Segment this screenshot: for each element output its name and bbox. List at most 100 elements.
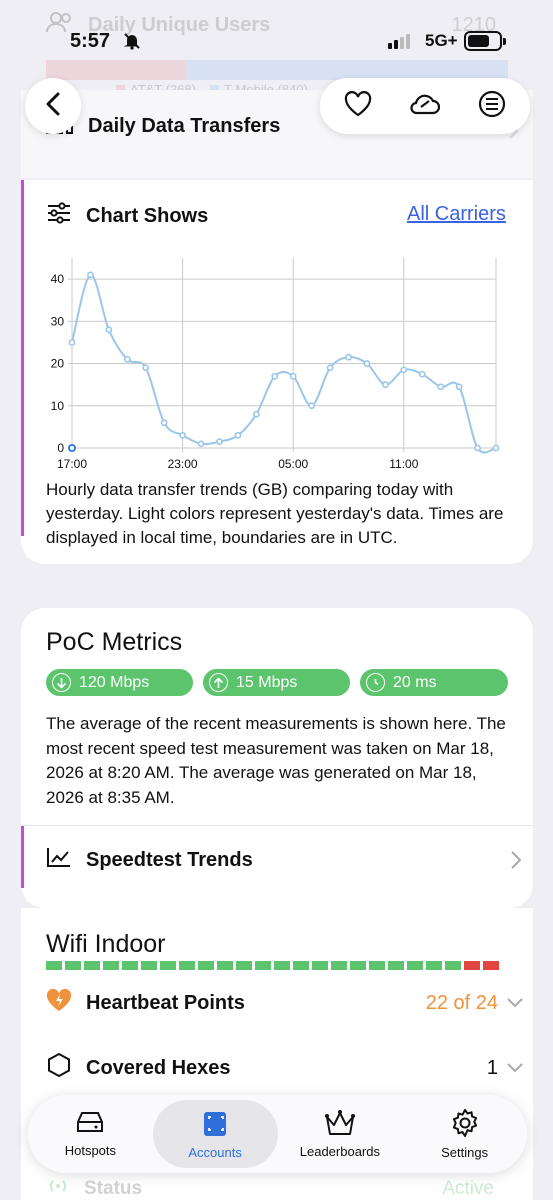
data-point [216,438,223,446]
data-point [87,271,94,279]
heartbeat-segment [236,961,252,970]
upload-icon [209,673,228,692]
status-row: Status Active [46,1176,524,1200]
chart-caption: Hourly data transfer trends (GB) compari… [46,480,504,547]
list-icon[interactable] [478,90,506,123]
heartbeat-segment [84,961,100,970]
data-point [197,440,205,448]
download-pill: 120 Mbps [46,669,193,696]
download-value: 120 Mbps [79,673,150,691]
tab-label: Settings [441,1145,489,1160]
x-tick-label: 05:00 [278,457,308,471]
tab-bar: Hotspots Accounts Leaderboards Settings [28,1095,527,1173]
data-point [68,339,76,346]
y-tick-label: 40 [51,272,65,286]
x-tick-label: 11:00 [389,457,418,471]
data-point [234,431,242,439]
wifi-title: Wifi Indoor [46,930,166,958]
data-point [252,410,260,418]
tab-accounts[interactable]: Accounts [152,1100,278,1168]
speedtest-trends-row[interactable]: Speedtest Trends [46,846,253,874]
chevron-right-icon [510,850,522,875]
heart-icon[interactable] [344,90,372,122]
gear-icon [450,1108,480,1141]
poc-title: PoC Metrics [46,628,183,656]
tab-label: Leaderboards [299,1144,380,1159]
data-point [474,444,481,452]
crown-icon [323,1109,357,1140]
tab-settings[interactable]: Settings [402,1100,527,1168]
chevron-left-icon [45,92,61,121]
hexes-label: Covered Hexes [86,1056,231,1079]
data-point [437,383,445,391]
action-toolbar [320,78,530,134]
all-carriers-link[interactable]: All Carriers [407,203,506,225]
tab-leaderboards[interactable]: Leaderboards [278,1100,403,1168]
timer-icon [366,673,385,692]
upload-value: 15 Mbps [236,673,298,691]
wallet-icon [202,1108,228,1141]
poc-metrics-card [21,608,533,908]
heartbeat-label: Heartbeat Points [86,991,245,1014]
covered-hexes-row[interactable]: Covered Hexes 1 [46,1052,524,1084]
heartbeat-segment [46,961,62,970]
sliders-icon [46,202,72,230]
speedtest-trends-label: Speedtest Trends [86,848,253,871]
divider [21,825,533,826]
heartbeat-points-row[interactable]: Heartbeat Points 22 of 24 [46,988,524,1018]
data-point [400,366,408,374]
x-tick-label: 23:00 [168,457,198,471]
heartbeat-value: 22 of 24 [425,991,498,1014]
bell-muted-icon [123,32,141,55]
daily-data-transfers-row[interactable]: Daily Data Transfers [46,112,280,140]
ghost-title: Daily Unique Users [88,13,271,36]
hotspot-device-icon [74,1110,106,1139]
upload-pill: 15 Mbps [203,669,350,696]
carrier-share-bar [46,60,508,80]
heartbeat-segment [483,961,499,970]
tab-hotspots[interactable]: Hotspots [28,1100,153,1168]
data-point [492,444,500,452]
latency-pill: 20 ms [360,669,508,696]
heartbeat-segment [293,961,309,970]
heartbeat-segment [445,961,461,970]
chevron-down-icon [506,1057,524,1080]
heartbeat-segment [198,961,214,970]
data-point [418,370,426,378]
data-point [142,364,150,372]
heartbeat-segment [255,961,271,970]
battery-icon [464,31,506,51]
data-point [381,381,389,389]
latency-value: 20 ms [393,673,437,691]
chevron-down-icon [506,992,524,1015]
heartbeat-segment [331,961,347,970]
accent-bar [21,180,24,536]
data-point [308,402,316,410]
chart-shows-title: Chart Shows [86,204,209,227]
antenna-icon [46,1176,70,1200]
cloud-link-icon[interactable] [409,91,441,122]
heartbeat-segment [464,961,480,970]
heartbeat-segment [407,961,423,970]
status-value: Active [442,1178,494,1199]
heartbeat-segment [160,961,176,970]
data-point [271,372,279,380]
data-point [179,431,187,439]
heartbeat-segments [46,961,499,970]
y-tick-label: 30 [51,314,65,328]
data-point [289,372,297,380]
heartbeat-segment [122,961,138,970]
daily-unique-users-row: Daily Unique Users 1210 [46,10,526,40]
heartbeat-segment [217,961,233,970]
back-button[interactable] [25,78,81,134]
status-bar: 5:57 5G+ [0,0,553,70]
data-point [345,353,352,361]
signal-icon [388,34,410,49]
heartbeat-segment [103,961,119,970]
heartbeat-segment [369,961,385,970]
y-tick-label: 20 [51,357,65,371]
status-label: Status [84,1178,143,1199]
chart-card [21,180,533,564]
tab-label: Accounts [188,1145,242,1160]
trend-chart-icon [46,846,72,874]
